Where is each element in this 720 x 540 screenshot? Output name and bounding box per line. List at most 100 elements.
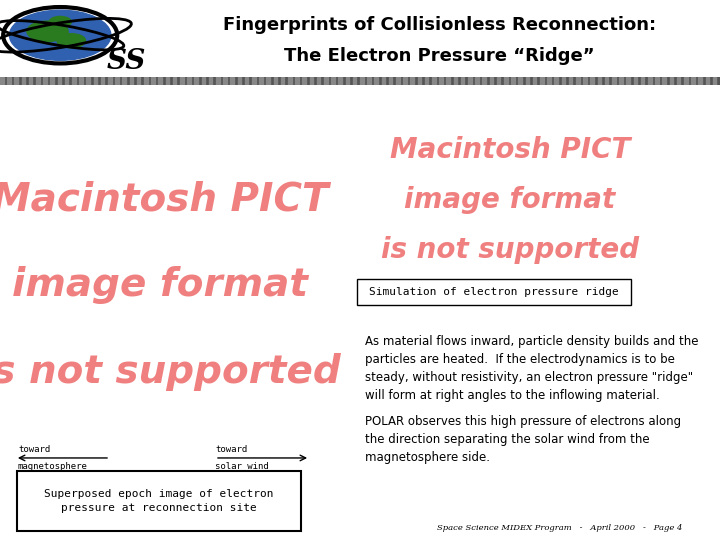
- Bar: [158, 77, 162, 85]
- Bar: [50, 77, 54, 85]
- Bar: [230, 77, 234, 85]
- Bar: [439, 77, 443, 85]
- Bar: [101, 77, 104, 85]
- Bar: [713, 77, 716, 85]
- Bar: [338, 77, 342, 85]
- Bar: [137, 77, 140, 85]
- Bar: [94, 77, 97, 85]
- Text: image format: image format: [405, 186, 616, 214]
- Bar: [468, 77, 472, 85]
- Bar: [180, 77, 184, 85]
- Text: image format: image format: [12, 266, 308, 304]
- Bar: [144, 77, 148, 85]
- Bar: [122, 77, 126, 85]
- Bar: [216, 77, 220, 85]
- Text: POLAR observes this high pressure of electrons along
the direction separating th: POLAR observes this high pressure of ele…: [365, 415, 681, 464]
- Bar: [274, 77, 277, 85]
- Bar: [598, 77, 601, 85]
- Bar: [108, 77, 112, 85]
- Bar: [281, 77, 284, 85]
- Bar: [641, 77, 644, 85]
- Bar: [403, 77, 407, 85]
- Bar: [461, 77, 464, 85]
- Bar: [583, 77, 587, 85]
- Bar: [151, 77, 155, 85]
- Bar: [612, 77, 616, 85]
- Text: Fingerprints of Collisionless Reconnection:: Fingerprints of Collisionless Reconnecti…: [222, 16, 656, 34]
- FancyBboxPatch shape: [17, 471, 301, 531]
- Circle shape: [27, 21, 68, 42]
- Text: is not supported: is not supported: [381, 236, 639, 264]
- Text: Macintosh PICT: Macintosh PICT: [390, 136, 630, 164]
- Bar: [324, 77, 328, 85]
- Bar: [331, 77, 335, 85]
- Bar: [22, 77, 25, 85]
- Text: Superposed epoch image of electron
pressure at reconnection site: Superposed epoch image of electron press…: [44, 489, 274, 513]
- Bar: [187, 77, 191, 85]
- Bar: [518, 77, 522, 85]
- Bar: [410, 77, 414, 85]
- Bar: [569, 77, 572, 85]
- Bar: [562, 77, 565, 85]
- Bar: [619, 77, 623, 85]
- Bar: [425, 77, 428, 85]
- Bar: [382, 77, 385, 85]
- Text: is not supported: is not supported: [0, 353, 341, 391]
- Bar: [7, 77, 11, 85]
- Bar: [173, 77, 176, 85]
- Bar: [310, 77, 313, 85]
- Bar: [454, 77, 457, 85]
- Bar: [302, 77, 306, 85]
- Bar: [202, 77, 205, 85]
- Text: toward: toward: [18, 445, 50, 454]
- Bar: [14, 77, 18, 85]
- Bar: [130, 77, 133, 85]
- Bar: [245, 77, 248, 85]
- Bar: [0, 77, 4, 85]
- Text: Simulation of electron pressure ridge: Simulation of electron pressure ridge: [369, 287, 619, 297]
- Text: Macintosh PICT: Macintosh PICT: [0, 181, 328, 219]
- Bar: [576, 77, 580, 85]
- Bar: [86, 77, 90, 85]
- Bar: [482, 77, 486, 85]
- Bar: [691, 77, 695, 85]
- Bar: [36, 77, 40, 85]
- Bar: [346, 77, 349, 85]
- Text: The Electron Pressure “Ridge”: The Electron Pressure “Ridge”: [284, 48, 595, 65]
- Bar: [194, 77, 198, 85]
- Bar: [65, 77, 68, 85]
- Bar: [29, 77, 32, 85]
- Bar: [374, 77, 378, 85]
- Text: solar wind: solar wind: [215, 462, 269, 471]
- Text: As material flows inward, particle density builds and the
particles are heated. : As material flows inward, particle densi…: [365, 335, 698, 402]
- Bar: [353, 77, 356, 85]
- Bar: [79, 77, 83, 85]
- Bar: [634, 77, 637, 85]
- Bar: [554, 77, 558, 85]
- Bar: [684, 77, 688, 85]
- Text: magnetosphere: magnetosphere: [18, 462, 88, 471]
- Bar: [446, 77, 450, 85]
- Bar: [166, 77, 169, 85]
- Circle shape: [57, 33, 86, 48]
- Bar: [367, 77, 371, 85]
- Bar: [511, 77, 515, 85]
- Bar: [626, 77, 630, 85]
- Bar: [396, 77, 400, 85]
- Text: toward: toward: [215, 445, 247, 454]
- Bar: [475, 77, 479, 85]
- Bar: [706, 77, 709, 85]
- Text: SS: SS: [107, 48, 146, 75]
- Bar: [115, 77, 119, 85]
- Bar: [288, 77, 292, 85]
- Bar: [317, 77, 320, 85]
- Bar: [72, 77, 76, 85]
- Bar: [223, 77, 227, 85]
- Circle shape: [9, 10, 111, 60]
- Bar: [590, 77, 594, 85]
- Bar: [432, 77, 436, 85]
- Bar: [526, 77, 529, 85]
- Bar: [389, 77, 392, 85]
- Bar: [670, 77, 673, 85]
- Bar: [504, 77, 508, 85]
